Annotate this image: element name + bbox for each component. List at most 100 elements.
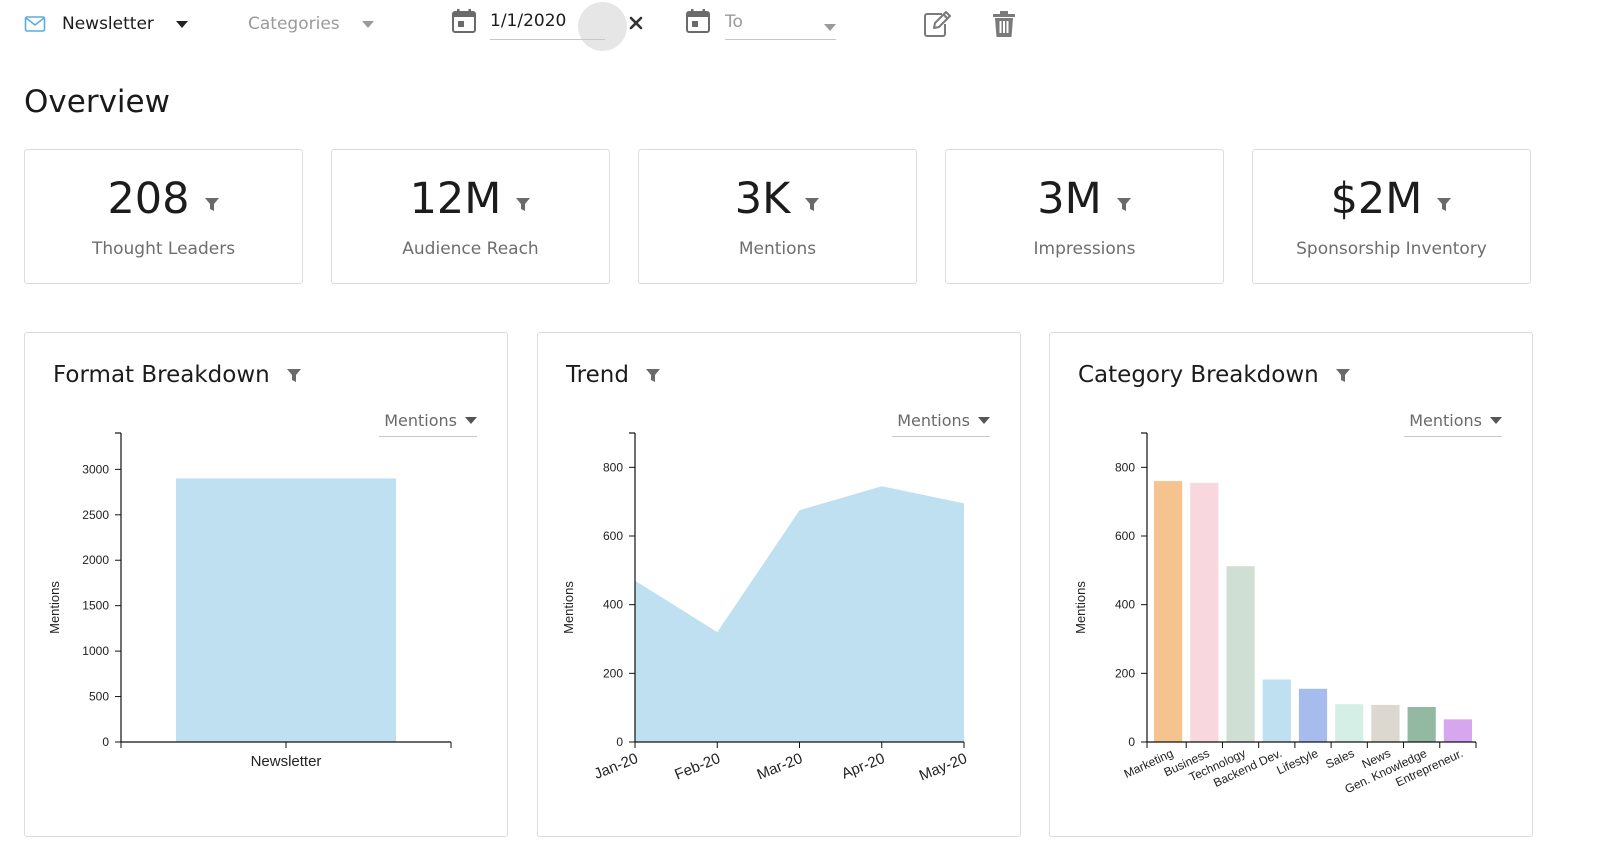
metric-select[interactable]: Mentions xyxy=(1404,405,1502,437)
x-tick-label: Feb-20 xyxy=(672,750,722,784)
bar xyxy=(1226,566,1255,742)
chevron-down-icon xyxy=(1490,417,1502,424)
from-date-field[interactable]: 1/1/2020 xyxy=(490,8,605,40)
bar xyxy=(1335,704,1364,742)
filter-icon[interactable] xyxy=(1436,196,1452,216)
categories-placeholder: Categories xyxy=(248,14,340,34)
kpi-card-mentions[interactable]: 3K Mentions xyxy=(638,149,917,284)
chevron-down-icon xyxy=(824,24,836,31)
filter-toolbar: Newsletter Categories 1/1/2020 xyxy=(0,0,1600,52)
metric-select[interactable]: Mentions xyxy=(379,405,477,437)
bar xyxy=(1443,719,1472,742)
calendar-icon[interactable] xyxy=(451,8,477,34)
y-tick-label: 2000 xyxy=(82,553,109,567)
y-tick-label: 0 xyxy=(102,735,109,749)
kpi-card-sponsorship-inventory[interactable]: $2M Sponsorship Inventory xyxy=(1252,149,1531,284)
category-breakdown-card: Mentions Marketing Business Technology Backe… xyxy=(1049,332,1533,837)
y-tick-label: 600 xyxy=(603,529,623,543)
y-tick-label: 400 xyxy=(603,598,623,612)
x-tick-label: Sales xyxy=(1323,746,1356,771)
kpi-label: Impressions xyxy=(1033,239,1136,259)
trend-card: Mentions Jan-20 Feb-20 Mar-20 Apr-20 May-20 0 2… xyxy=(537,332,1021,837)
filter-icon[interactable] xyxy=(645,363,661,389)
y-tick-label: 1500 xyxy=(82,599,109,613)
chart-title: Trend xyxy=(566,362,629,388)
y-axis-label: Mentions xyxy=(561,581,576,634)
kpi-label: Thought Leaders xyxy=(91,239,236,259)
kpi-value: 3K xyxy=(734,174,791,224)
format-breakdown-chart: Mentions Newsletter 0 500 1000 1500 2000 2500 30… xyxy=(47,432,452,770)
y-axis-label: Mentions xyxy=(1073,581,1088,634)
kpi-value: $2M xyxy=(1330,174,1423,224)
mail-icon xyxy=(24,15,46,33)
chart-title: Category Breakdown xyxy=(1078,362,1319,388)
clear-button-ripple xyxy=(578,2,627,51)
y-tick-label: 0 xyxy=(616,735,623,749)
filter-icon[interactable] xyxy=(1116,196,1132,216)
chevron-down-icon xyxy=(978,417,990,424)
y-tick-label: 2500 xyxy=(82,508,109,522)
trash-icon[interactable] xyxy=(992,10,1016,38)
to-date-placeholder: To xyxy=(725,12,743,32)
filter-icon[interactable] xyxy=(1335,363,1351,389)
y-tick-label: 200 xyxy=(603,666,623,680)
bar xyxy=(1190,482,1219,742)
y-axis-label: Mentions xyxy=(47,581,62,634)
clear-icon[interactable] xyxy=(629,16,643,30)
chart-title: Format Breakdown xyxy=(53,362,270,388)
x-tick-label: May-20 xyxy=(917,750,970,785)
calendar-icon[interactable] xyxy=(685,8,711,34)
y-tick-label: 800 xyxy=(1115,460,1135,474)
kpi-card-audience-reach[interactable]: 12M Audience Reach xyxy=(331,149,610,284)
y-tick-label: 800 xyxy=(603,460,623,474)
bar xyxy=(1371,704,1400,742)
x-tick-label: Jan-20 xyxy=(592,750,641,783)
kpi-card-thought-leaders[interactable]: 208 Thought Leaders xyxy=(24,149,303,284)
page-title: Overview xyxy=(24,84,170,120)
metric-select-value: Mentions xyxy=(384,411,457,430)
filter-icon[interactable] xyxy=(204,196,220,216)
bar xyxy=(1298,688,1328,742)
metric-select[interactable]: Mentions xyxy=(892,405,990,437)
bar xyxy=(1262,679,1291,742)
categories-select[interactable]: Categories xyxy=(248,14,374,34)
y-tick-label: 1000 xyxy=(82,644,109,658)
filter-icon[interactable] xyxy=(515,196,531,216)
kpi-value: 3M xyxy=(1037,174,1102,224)
source-select-value: Newsletter xyxy=(62,14,154,34)
y-tick-label: 400 xyxy=(1115,598,1135,612)
trend-area xyxy=(635,486,964,742)
x-tick-label: Lifestyle xyxy=(1274,746,1320,777)
y-tick-label: 500 xyxy=(89,690,109,704)
kpi-label: Audience Reach xyxy=(402,239,539,259)
trend-chart: Mentions Jan-20 Feb-20 Mar-20 Apr-20 May-20 0 2… xyxy=(561,432,970,785)
source-select[interactable]: Newsletter xyxy=(24,14,188,34)
metric-select-value: Mentions xyxy=(897,411,970,430)
y-tick-label: 0 xyxy=(1128,735,1135,749)
chevron-down-icon xyxy=(361,20,374,28)
chevron-down-icon xyxy=(465,417,477,424)
y-tick-label: 200 xyxy=(1115,666,1135,680)
chevron-down-icon xyxy=(175,20,188,28)
format-breakdown-card: Mentions Newsletter 0 500 1000 1500 2000 2500 30… xyxy=(24,332,508,837)
bar xyxy=(176,478,396,742)
from-date-value: 1/1/2020 xyxy=(490,11,567,31)
edit-icon[interactable] xyxy=(922,10,952,38)
to-date-field[interactable]: To xyxy=(725,8,836,40)
kpi-value: 12M xyxy=(409,174,502,224)
y-tick-label: 600 xyxy=(1115,529,1135,543)
bar xyxy=(1407,706,1436,742)
kpi-card-impressions[interactable]: 3M Impressions xyxy=(945,149,1224,284)
kpi-label: Sponsorship Inventory xyxy=(1296,239,1487,259)
kpi-label: Mentions xyxy=(738,239,817,259)
x-tick-label: Apr-20 xyxy=(839,750,887,783)
x-tick-label: Newsletter xyxy=(251,753,322,770)
y-tick-label: 3000 xyxy=(82,462,109,476)
bar xyxy=(1154,481,1183,742)
kpi-value: 208 xyxy=(107,174,190,224)
filter-icon[interactable] xyxy=(286,363,302,389)
metric-select-value: Mentions xyxy=(1409,411,1482,430)
x-tick-label: Mar-20 xyxy=(755,750,805,784)
category-breakdown-chart: MentionsMarketingBusinessTechnologyBacke… xyxy=(1073,432,1477,796)
filter-icon[interactable] xyxy=(804,196,820,216)
